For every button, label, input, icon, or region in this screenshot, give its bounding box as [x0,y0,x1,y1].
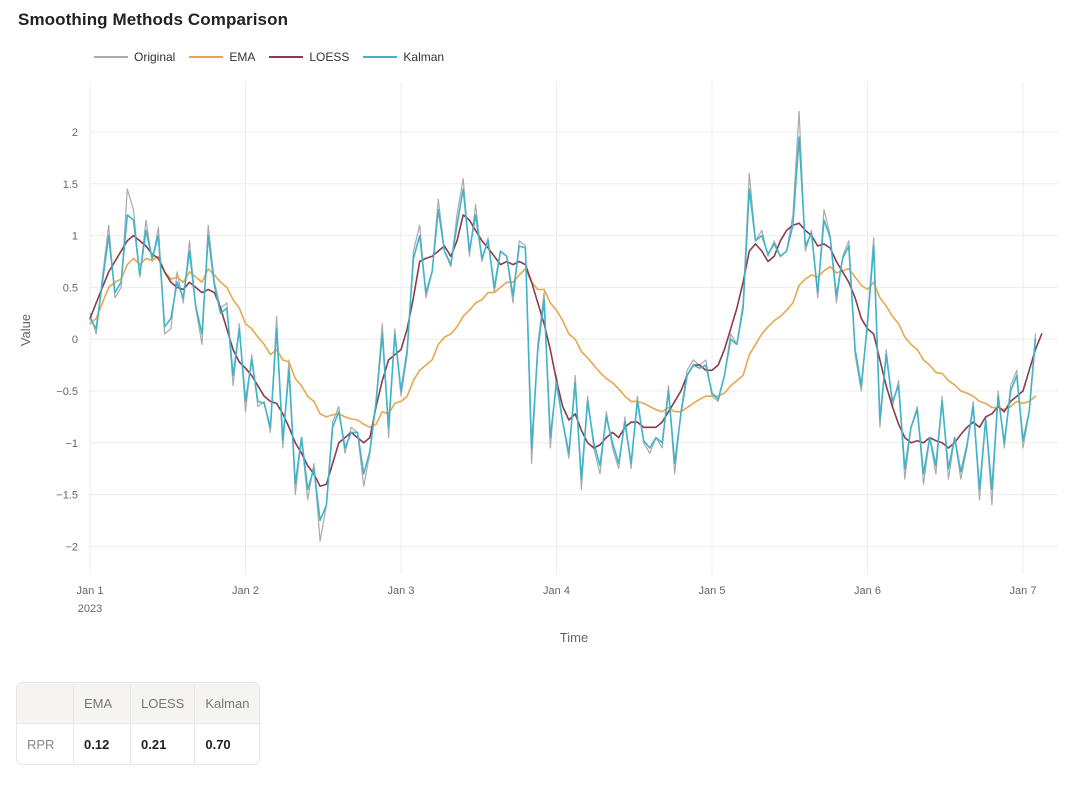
x-tick-label: Jan 3 [388,585,415,597]
legend-label-original: Original [134,50,176,64]
chart-title: Smoothing Methods Comparison [18,10,289,29]
rpr-header-loess: LOESS [131,683,196,724]
legend-swatch-loess [269,56,304,58]
line-chart: 2 1.5 1 0.5 0 −0.5 −1 −1.5 −2 Jan 1 2023 Jan 2 Jan 3… [18,82,1058,645]
legend-label-ema: EMA [229,50,256,64]
chart-legend: Original EMA LOESS Kalman [94,50,444,64]
y-tick-label: 1 [72,231,78,243]
rpr-value-ema: 0.12 [74,724,131,764]
x-axis-title: Time [560,630,588,645]
y-tick-label: 0.5 [63,282,78,294]
x-tick-label: Jan 2 [232,585,259,597]
rpr-table: EMA LOESS Kalman RPR 0.12 0.21 0.70 [16,682,261,765]
rpr-table-header-row: EMA LOESS Kalman [17,683,260,724]
legend-swatch-original [94,56,128,58]
x-tick-label: Jan 6 [854,585,881,597]
x-tick-label: Jan 4 [543,585,570,597]
series-line-kalman [89,136,1037,522]
x-tick-sublabel: 2023 [78,603,102,615]
rpr-table-row: RPR 0.12 0.21 0.70 [17,724,259,764]
series-line-loess [89,214,1043,488]
y-tick-label: 1.5 [63,179,78,191]
rpr-header-ema: EMA [74,683,131,724]
y-tick-label: −2 [65,541,78,553]
series-layer [89,110,1043,542]
y-tick-label: −1.5 [56,490,78,502]
y-axis-title: Value [18,314,33,346]
legend-item-original[interactable]: Original [94,50,175,64]
y-tick-label: 0 [72,334,78,346]
series-line-ema [89,255,1037,429]
legend-label-kalman: Kalman [403,50,445,64]
x-tick-label: Jan 5 [699,585,726,597]
x-tick-label: Jan 7 [1010,585,1037,597]
label-layer: 2 1.5 1 0.5 0 −0.5 −1 −1.5 −2 Jan 1 2023 Jan 2 Jan 3… [56,127,1036,615]
series-line-original [89,110,1037,542]
y-tick-label: −0.5 [56,386,78,398]
rpr-table-corner [17,683,74,724]
legend-item-ema[interactable]: EMA [189,50,255,64]
y-tick-label: 2 [72,127,78,139]
grid-layer [89,82,1058,574]
legend-item-kalman[interactable]: Kalman [363,50,444,64]
legend-swatch-ema [189,56,224,58]
y-tick-label: −1 [65,438,78,450]
rpr-row-label: RPR [17,724,74,764]
legend-swatch-kalman [363,56,398,58]
legend-item-loess[interactable]: LOESS [269,50,349,64]
rpr-value-kalman: 0.70 [205,736,231,752]
rpr-value-loess: 0.21 [131,724,196,764]
rpr-header-kalman: Kalman [195,683,260,724]
legend-label-loess: LOESS [309,50,350,64]
x-tick-label: Jan 1 [77,585,104,597]
